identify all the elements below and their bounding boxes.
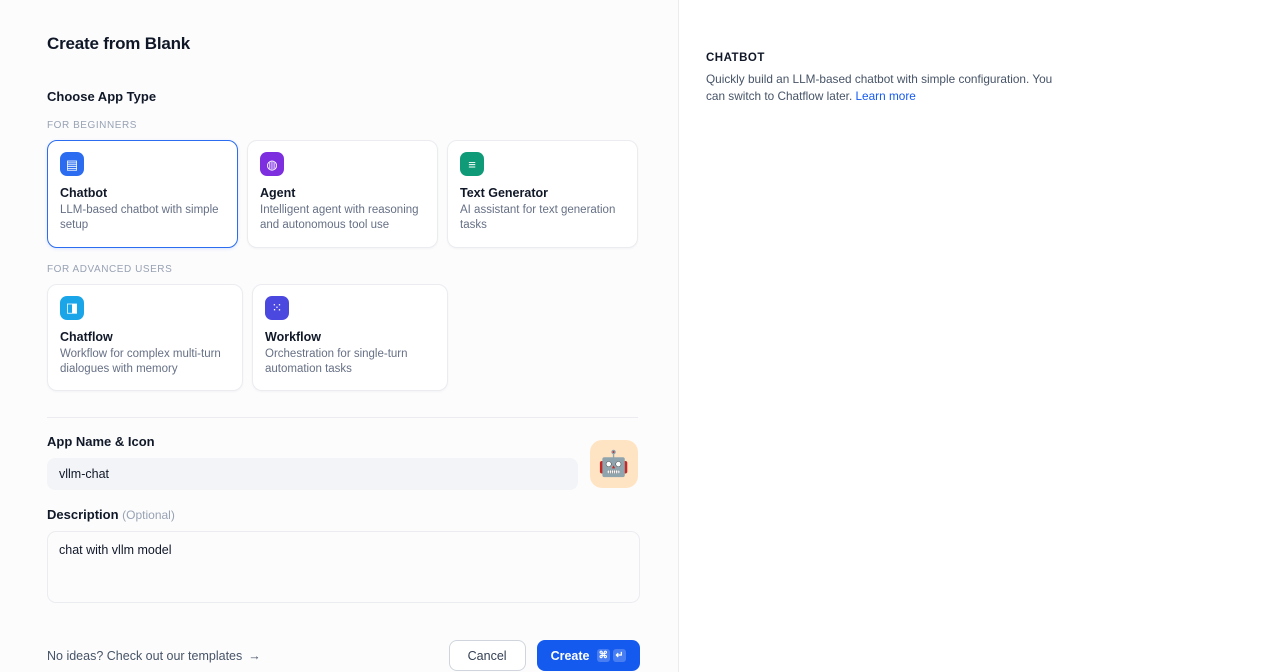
- app-type-card-text-generator[interactable]: ≡ Text Generator AI assistant for text gen…: [447, 140, 638, 248]
- footer-buttons: Cancel Create ⌘ ↵: [448, 640, 640, 672]
- create-shortcut-hint: ⌘ ↵: [596, 649, 626, 663]
- app-type-card-name: Chatbot: [60, 186, 108, 200]
- app-type-card-desc: AI assistant for text generation tasks: [460, 204, 616, 232]
- app-type-card-desc: Workflow for complex multi-turn dialogue…: [60, 347, 221, 375]
- app-type-card-agent[interactable]: ◍ Agent Intelligent agent with reasoning a…: [247, 140, 438, 248]
- choose-app-type-heading: Choose App Type: [47, 89, 157, 104]
- dialog-footer: No ideas? Check out our templates → Canc…: [47, 640, 640, 672]
- app-type-card-desc: Orchestration for single-turn automation…: [265, 347, 408, 375]
- templates-link-text: No ideas? Check out our templates: [47, 648, 243, 663]
- info-description-text: Quickly build an LLM-based chatbot with …: [706, 72, 1053, 104]
- app-type-card-name: Chatflow: [60, 329, 113, 344]
- description-label: Description (Optional): [47, 507, 638, 522]
- page-title: Create from Blank: [47, 34, 191, 53]
- learn-more-link[interactable]: Learn more: [855, 89, 916, 104]
- create-button[interactable]: Create ⌘ ↵: [536, 640, 640, 672]
- create-from-blank-pane: Create from Blank Choose App Type FOR BE…: [47, 0, 679, 672]
- app-type-card-chatflow[interactable]: ◨ Chatflow Workflow for complex multi-turn…: [47, 283, 243, 392]
- advanced-card-row: ◨ Chatflow Workflow for complex multi-turn…: [47, 283, 638, 392]
- description-textarea[interactable]: [47, 531, 640, 604]
- text-generator-icon: ≡: [460, 152, 484, 176]
- info-description: Quickly build an LLM-based chatbot with …: [706, 71, 1058, 105]
- app-type-card-name: Text Generator: [460, 186, 548, 200]
- app-icon-picker[interactable]: 🤖: [590, 440, 638, 489]
- agent-brain-icon: ◍: [260, 152, 284, 176]
- description-optional-text: (Optional): [122, 508, 175, 523]
- app-name-label: App Name & Icon: [47, 434, 155, 450]
- app-type-info-pane: CHATBOT Quickly build an LLM-based chatb…: [679, 0, 1260, 672]
- app-type-card-chatbot[interactable]: ▤ Chatbot LLM-based chatbot with simple se…: [47, 140, 238, 248]
- chatbot-icon: ▤: [60, 152, 84, 176]
- app-name-row: 🤖: [47, 440, 638, 491]
- arrow-right-icon: →: [248, 648, 261, 663]
- beginner-card-row: ▤ Chatbot LLM-based chatbot with simple se…: [47, 140, 638, 248]
- workflow-icon: ⁙: [265, 295, 289, 320]
- app-type-card-desc: Intelligent agent with reasoning and aut…: [260, 204, 419, 232]
- create-key-0: ⌘: [596, 649, 610, 663]
- create-button-label: Create: [550, 648, 590, 663]
- cancel-button[interactable]: Cancel: [448, 640, 526, 672]
- app-type-card-workflow[interactable]: ⁙ Workflow Orchestration for single-turn a…: [252, 283, 448, 392]
- app-type-card-name: Workflow: [265, 329, 322, 344]
- description-label-text: Description: [47, 507, 119, 523]
- robot-emoji-icon: 🤖: [598, 449, 630, 478]
- for-beginners-label: FOR BEGINNERS: [47, 120, 137, 131]
- chatflow-icon: ◨: [60, 295, 84, 320]
- app-type-card-name: Agent: [260, 186, 296, 200]
- templates-link[interactable]: No ideas? Check out our templates →: [47, 649, 261, 663]
- for-advanced-users-label: FOR ADVANCED USERS: [47, 263, 173, 275]
- app-name-input[interactable]: [47, 458, 578, 491]
- app-type-card-desc: LLM-based chatbot with simple setup: [60, 204, 219, 232]
- divider: [47, 417, 638, 419]
- create-key-1: ↵: [613, 649, 626, 663]
- info-kicker: CHATBOT: [706, 52, 765, 64]
